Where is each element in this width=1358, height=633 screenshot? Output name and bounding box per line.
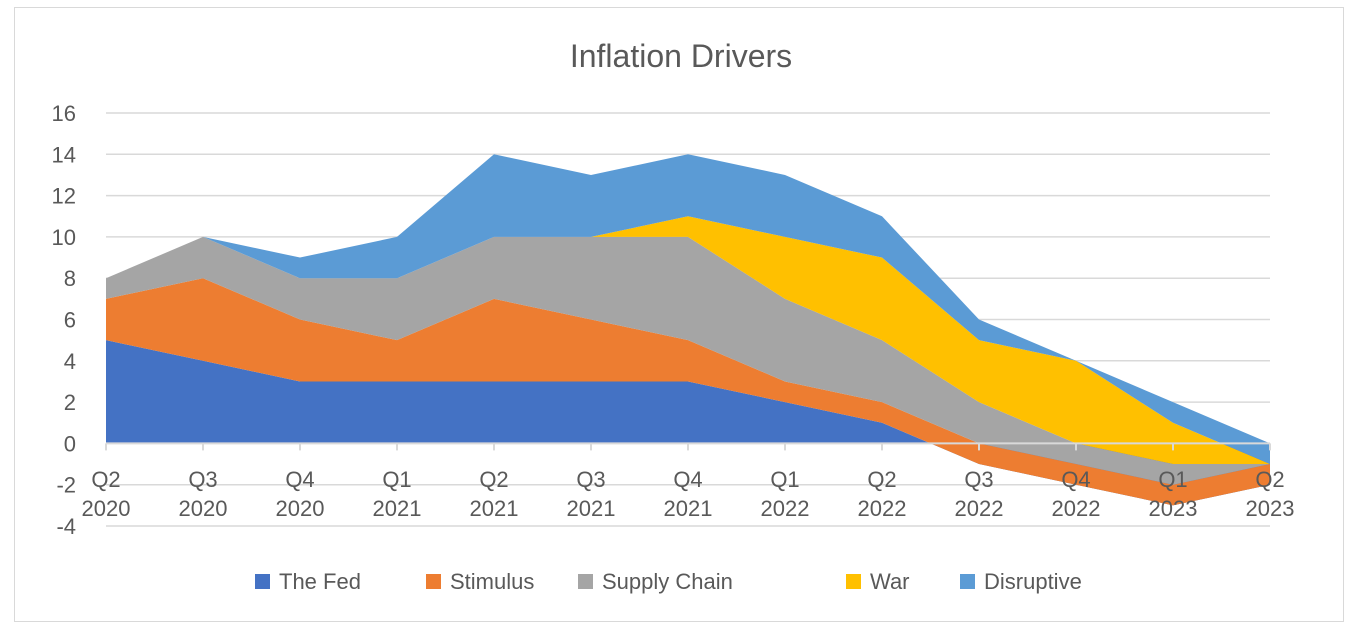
x-tick-label-quarter: Q2 <box>867 467 896 492</box>
x-tick-label-quarter: Q3 <box>576 467 605 492</box>
x-tick-label-quarter: Q1 <box>770 467 799 492</box>
x-tick-label-year: 2022 <box>955 496 1004 521</box>
legend-swatch <box>578 574 593 589</box>
legend-swatch <box>846 574 861 589</box>
x-tick-label-quarter: Q4 <box>285 467 314 492</box>
x-tick-labels: Q2 2020 Q3 2020 Q4 2020 Q1 2021 Q2 2021 Q3 2021 Q4 20… <box>82 467 1295 521</box>
legend-label: The Fed <box>279 569 361 594</box>
y-tick-label: 6 <box>64 308 76 333</box>
area-disruptive <box>106 154 1270 465</box>
x-tick-label-quarter: Q4 <box>673 467 702 492</box>
x-tick-label-year: 2022 <box>1052 496 1101 521</box>
legend-swatch <box>255 574 270 589</box>
y-tick-label: 12 <box>52 184 76 209</box>
legend-swatch <box>426 574 441 589</box>
x-tick-label-year: 2021 <box>567 496 616 521</box>
x-tick-label-year: 2022 <box>761 496 810 521</box>
y-tick-label: 10 <box>52 225 76 250</box>
x-tick-label-quarter: Q3 <box>188 467 217 492</box>
x-tick-label-quarter: Q4 <box>1061 467 1090 492</box>
x-tick-label-year: 2021 <box>373 496 422 521</box>
y-tick-label: -2 <box>56 473 76 498</box>
legend-swatch <box>960 574 975 589</box>
areas <box>106 154 1270 506</box>
legend-label: Supply Chain <box>602 569 733 594</box>
legend-label: Stimulus <box>450 569 534 594</box>
y-tick-label: 14 <box>52 142 76 167</box>
x-tick-label-year: 2020 <box>82 496 131 521</box>
x-tick-label-year: 2021 <box>664 496 713 521</box>
y-tick-label: 2 <box>64 390 76 415</box>
x-tick-label-year: 2020 <box>276 496 325 521</box>
legend-label: Disruptive <box>984 569 1082 594</box>
area-war <box>106 216 1270 465</box>
legend-label: War <box>870 569 910 594</box>
x-tick-label-year: 2020 <box>179 496 228 521</box>
x-axis <box>105 442 1271 451</box>
y-tick-label: 0 <box>64 431 76 456</box>
area-supply-chain <box>106 236 1270 485</box>
x-tick-label-year: 2023 <box>1149 496 1198 521</box>
chart-title: Inflation Drivers <box>570 38 792 74</box>
legend-item: Disruptive <box>960 569 1082 594</box>
x-tick-label-year: 2023 <box>1246 496 1295 521</box>
x-tick-label-quarter: Q3 <box>964 467 993 492</box>
x-tick-label-year: 2021 <box>470 496 519 521</box>
legend-item: War <box>846 569 910 594</box>
y-tick-label: 16 <box>52 101 76 126</box>
x-tick-label-quarter: Q2 <box>1255 467 1284 492</box>
x-tick-label-quarter: Q1 <box>382 467 411 492</box>
legend-item: Supply Chain <box>578 569 733 594</box>
legend-item: Stimulus <box>426 569 534 594</box>
y-tick-label: 8 <box>64 266 76 291</box>
x-tick-label-quarter: Q2 <box>91 467 120 492</box>
legend: The Fed Stimulus Supply Chain War Disruptive <box>255 569 1082 594</box>
x-tick-label-quarter: Q1 <box>1158 467 1187 492</box>
chart-frame <box>14 7 1344 622</box>
x-tick-label-quarter: Q2 <box>479 467 508 492</box>
legend-item: The Fed <box>255 569 361 594</box>
y-tick-label: -4 <box>56 514 76 539</box>
x-tick-label-year: 2022 <box>858 496 907 521</box>
y-tick-labels: -4 -2 0 2 4 6 8 10 12 14 16 <box>52 101 76 539</box>
y-tick-label: 4 <box>64 349 76 374</box>
